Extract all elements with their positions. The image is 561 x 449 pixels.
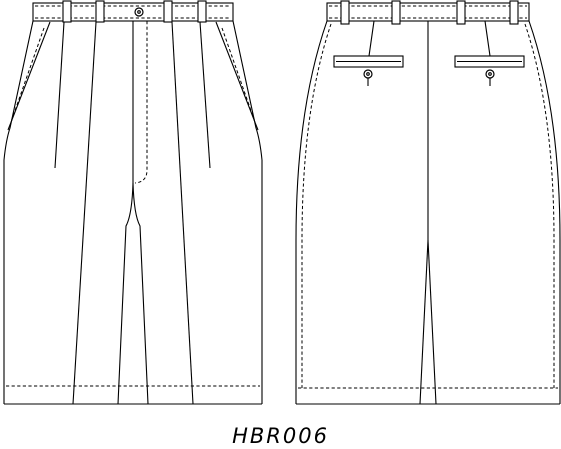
front-waist-button [134, 7, 144, 17]
back-right-dart [484, 20, 491, 57]
front-right-inseam [132, 182, 149, 405]
back-right-inseam [427, 239, 437, 405]
front-right-pleat [199, 21, 211, 169]
back-left-inseam [419, 239, 429, 405]
back-right-welt-pocket [454, 55, 525, 68]
back-left-outseam-stitch [301, 23, 332, 388]
front-belt-loops [62, 0, 207, 23]
front-left-outseam [3, 20, 34, 404]
back-belt-loops [340, 0, 519, 25]
front-right-outseam [232, 20, 263, 404]
style-code-label: HBR006 [232, 424, 329, 448]
front-fly-stitch [134, 21, 148, 184]
front-left-pleat [54, 21, 65, 169]
back-left-dart [368, 20, 375, 57]
back-right-outseam [528, 20, 561, 404]
back-right-pocket-button [485, 69, 495, 86]
front-right-crease [171, 21, 194, 405]
shorts-back-view [295, 0, 561, 405]
front-left-pocket-stitch [10, 27, 45, 123]
shorts-front-view [3, 0, 263, 405]
front-left-pocket [7, 21, 51, 131]
front-right-pocket-stitch [221, 27, 256, 123]
back-left-pocket-button [363, 69, 373, 86]
back-left-outseam [295, 20, 328, 404]
back-right-outseam-stitch [524, 23, 555, 388]
front-right-pocket [215, 21, 259, 131]
front-left-inseam [117, 182, 134, 405]
back-left-welt-pocket [333, 55, 404, 68]
front-left-crease [72, 21, 97, 405]
